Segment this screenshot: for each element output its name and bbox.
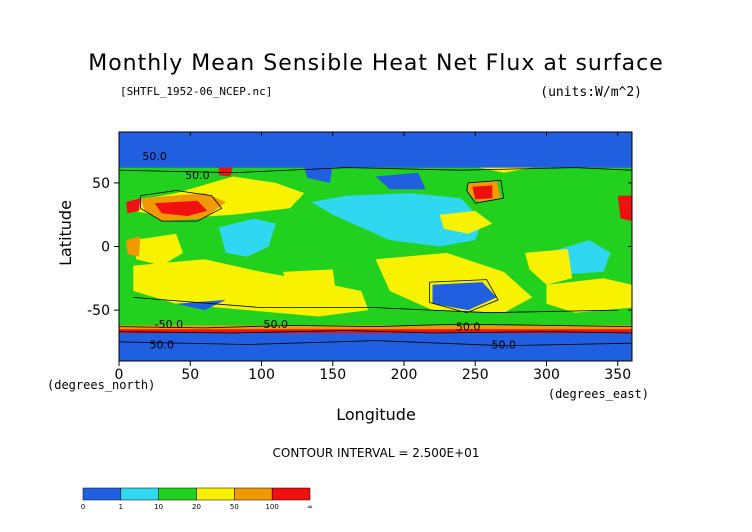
field-region-east-pacific-yellow: [439, 210, 493, 234]
field-region-indian-cyan: [218, 218, 276, 257]
y-tick-label: 0: [101, 240, 110, 256]
contour-line: [140, 190, 223, 222]
color-scale-labels: 0 1 10 20 50 100 ∞: [81, 503, 313, 511]
color-scale-boundary-label: 0: [81, 503, 85, 511]
field-region-africa-yellow: [133, 233, 184, 266]
color-scale-swatch: [82, 487, 122, 501]
contour-value-label: 50.0: [492, 338, 517, 351]
color-scale-boundary-label: 1: [119, 503, 123, 511]
field-region-bering-blue: [375, 172, 426, 190]
chart-title: Monthly Mean Sensible Heat Net Flux at s…: [88, 51, 664, 76]
color-scale-bar: [82, 487, 311, 501]
x-tick-label: 0: [115, 367, 124, 383]
y-tick-label: -50: [87, 303, 110, 319]
contour-value-label: 50.0: [150, 338, 175, 351]
x-tick-label: 300: [533, 367, 560, 383]
contour-value-label: 50.0: [142, 150, 167, 163]
contour-line: [429, 279, 499, 314]
x-unit-label: (degrees_east): [548, 387, 649, 401]
units-label: (units:W/m^2): [540, 85, 642, 100]
contour-value-label: -50.0: [155, 318, 183, 331]
contour-line: [466, 179, 505, 204]
field-region-southern-blue-patch: [176, 299, 226, 311]
plot-area: 50.0 50.0 -50.0 50.0 50.0 50.0 50.0: [118, 131, 633, 362]
field-region-middle-east-red: [154, 200, 208, 216]
field-region-antarctic-blue: [119, 333, 632, 361]
color-scale-boundary-label: 100: [265, 503, 278, 511]
color-scale-swatch: [271, 487, 311, 501]
color-scale-boundary-label: 10: [154, 503, 163, 511]
contour-line: [119, 330, 632, 334]
field-region-north-africa-red: [126, 198, 141, 214]
x-tick-label: 100: [248, 367, 275, 383]
contour-line: [119, 323, 632, 329]
x-tick-label: 150: [319, 367, 346, 383]
y-unit-label: (degrees_north): [47, 378, 155, 392]
contour-value-label: 50.0: [185, 169, 210, 182]
contour-value-label: 50.0: [264, 318, 289, 331]
contour-line: [119, 167, 632, 174]
color-scale-swatch: [196, 487, 235, 501]
x-axis-label: Longitude: [336, 405, 416, 424]
contour-interval-label: CONTOUR INTERVAL = 2.500E+01: [273, 446, 480, 460]
color-scale-swatch: [234, 487, 273, 501]
y-axis-ticks: -50 0 50: [87, 176, 632, 319]
y-tick-label: 50: [92, 176, 110, 192]
color-scale-boundary-label: ∞: [307, 503, 313, 511]
contour-line: [119, 340, 632, 347]
field-region-arctic-blue: [119, 132, 632, 168]
field-region-south-pacific-blue: [432, 282, 497, 311]
y-axis-label: Latitude: [56, 200, 75, 266]
field-region-west-africa-orange: [126, 236, 141, 257]
file-label: [SHTFL_1952-06_NCEP.nc]: [120, 85, 272, 98]
contour-line: [133, 297, 618, 314]
color-scale-boundary-label: 20: [192, 503, 201, 511]
field-region-south-america-yellow: [525, 249, 573, 285]
field-region-east-edge-red: [617, 195, 632, 222]
x-tick-label: 200: [391, 367, 418, 383]
color-scale-swatch: [120, 487, 159, 501]
x-tick-label: 250: [462, 367, 489, 383]
field-region-australia-yellow: [282, 269, 336, 291]
color-scale-boundary-label: 50: [230, 503, 239, 511]
field-region-siberia-red: [218, 166, 233, 177]
color-scale-swatch: [158, 487, 197, 501]
x-tick-label: 50: [181, 367, 199, 383]
contour-lines: [119, 167, 632, 347]
field-region-south-atlantic-yellow: [546, 278, 632, 313]
field-region-north-pacific-cyan: [311, 193, 483, 247]
x-axis-ticks: 0 50 100 150 200 250 300 350: [115, 132, 631, 383]
field-region-west-us-red: [472, 185, 493, 200]
contour-labels: 50.0 50.0 -50.0 50.0 50.0 50.0 50.0: [142, 150, 516, 351]
x-tick-label: 350: [604, 367, 631, 383]
contour-value-label: 50.0: [456, 320, 481, 333]
